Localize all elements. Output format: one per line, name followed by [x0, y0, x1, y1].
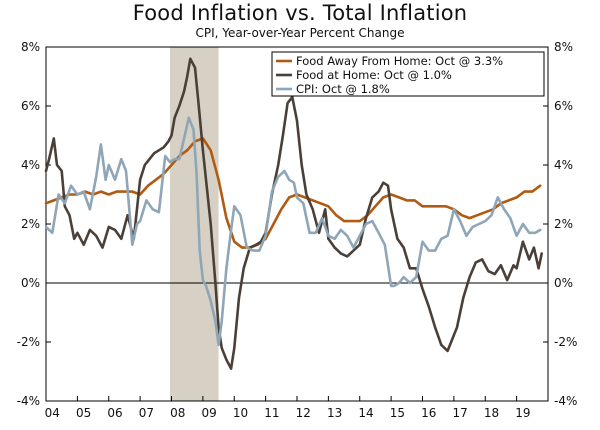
x-tick-label: 13: [327, 406, 342, 420]
y-tick-label-left: 4%: [21, 158, 40, 172]
y-tick-label-right: 8%: [554, 40, 573, 54]
x-tick-label: 06: [107, 406, 122, 420]
y-tick-label-left: 6%: [21, 99, 40, 113]
legend-label-0: Food Away From Home: Oct @ 3.3%: [296, 54, 503, 68]
y-tick-label-left: -4%: [17, 394, 40, 408]
chart-subtitle: CPI, Year-over-Year Percent Change: [195, 26, 405, 40]
x-tick-label: 15: [390, 406, 405, 420]
x-tick-label: 17: [453, 406, 468, 420]
x-tick-label: 11: [264, 406, 279, 420]
x-tick-label: 04: [45, 406, 60, 420]
series-line-1: [44, 57, 543, 370]
y-tick-label-right: 6%: [554, 99, 573, 113]
x-tick-label: 05: [76, 406, 91, 420]
x-tick-label: 16: [421, 406, 436, 420]
y-tick-label-left: 0%: [21, 276, 40, 290]
y-tick-label-left: 8%: [21, 40, 40, 54]
x-tick-label: 12: [296, 406, 311, 420]
chart-title: Food Inflation vs. Total Inflation: [132, 1, 468, 25]
series-line-0: [44, 137, 542, 249]
y-tick-label-right: -4%: [554, 394, 577, 408]
legend-label-2: CPI: Oct @ 1.8%: [296, 82, 390, 96]
legend-box: [271, 51, 545, 97]
x-tick-label: 19: [515, 406, 530, 420]
x-tick-label: 08: [170, 406, 185, 420]
series-line-2: [44, 116, 542, 347]
x-tick-label: 18: [484, 406, 499, 420]
x-tick-label: 09: [202, 406, 217, 420]
legend-label-1: Food at Home: Oct @ 1.0%: [296, 68, 452, 82]
y-tick-label-right: 4%: [554, 158, 573, 172]
y-tick-label-right: -2%: [554, 335, 577, 349]
x-tick-label: 10: [233, 406, 248, 420]
y-tick-label-right: 0%: [554, 276, 573, 290]
x-tick-label: 07: [139, 406, 154, 420]
y-tick-label-left: -2%: [17, 335, 40, 349]
y-tick-label-right: 2%: [554, 217, 573, 231]
x-tick-label: 14: [358, 406, 373, 420]
y-tick-label-left: 2%: [21, 217, 40, 231]
plot-frame: [45, 46, 549, 402]
